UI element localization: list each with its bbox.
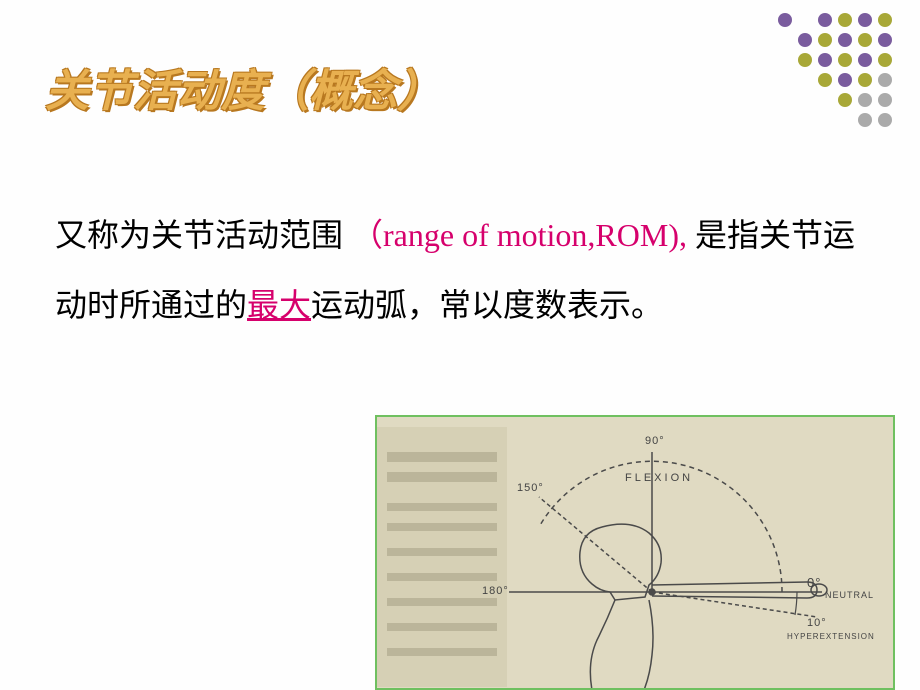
decor-dot — [778, 53, 792, 67]
label-0: 0° — [807, 575, 821, 590]
decor-dot-grid — [775, 10, 895, 130]
decor-dot — [838, 73, 852, 87]
decor-dot — [798, 13, 812, 27]
label-150: 150° — [517, 482, 544, 494]
decor-dot — [798, 73, 812, 87]
decor-dot — [858, 13, 872, 27]
decor-dot — [878, 13, 892, 27]
body-segment-rom: （range of motion,ROM), — [351, 217, 687, 253]
decor-dot — [858, 33, 872, 47]
figure-person — [580, 524, 827, 690]
decor-dot — [818, 93, 832, 107]
decor-dot — [858, 73, 872, 87]
decor-dot — [878, 93, 892, 107]
rom-diagram-svg — [377, 417, 895, 690]
decor-dot — [878, 53, 892, 67]
label-neutral: NEUTRAL — [825, 590, 874, 600]
label-hyperext: HYPEREXTENSION — [787, 632, 875, 641]
decor-dot — [818, 73, 832, 87]
label-180: 180° — [482, 585, 509, 597]
decor-dot — [838, 93, 852, 107]
decor-dot — [818, 13, 832, 27]
decor-dot — [798, 53, 812, 67]
body-segment-5: 运动弧，常以度数表示。 — [311, 287, 663, 323]
decor-dot — [778, 93, 792, 107]
decor-dot — [858, 113, 872, 127]
body-segment-1: 又称为关节活动范围 — [55, 217, 343, 253]
decor-dot — [798, 113, 812, 127]
decor-dot — [798, 33, 812, 47]
decor-dot — [878, 73, 892, 87]
decor-dot — [878, 113, 892, 127]
label-flexion: FLEXION — [625, 472, 693, 484]
decor-dot — [838, 13, 852, 27]
ray-150 — [539, 497, 652, 592]
decor-dot — [778, 113, 792, 127]
decor-dot — [798, 93, 812, 107]
decor-dot — [838, 53, 852, 67]
decor-dot — [778, 73, 792, 87]
decor-dot — [818, 53, 832, 67]
slide-body: 又称为关节活动范围 （range of motion,ROM), 是指关节运动时… — [55, 200, 865, 341]
rom-diagram: 90° 150° 180° 0° 10° FLEXION NEUTRAL HYP… — [375, 415, 895, 690]
label-90: 90° — [645, 435, 665, 447]
decor-dot — [778, 33, 792, 47]
label-10: 10° — [807, 617, 827, 629]
decor-dot — [818, 113, 832, 127]
decor-dot — [838, 33, 852, 47]
decor-dot — [878, 33, 892, 47]
decor-dot — [858, 93, 872, 107]
decor-dot — [778, 13, 792, 27]
decor-dot — [818, 33, 832, 47]
body-segment-max: 最大 — [247, 287, 311, 323]
slide-title: 关节活动度（概念） — [45, 55, 441, 119]
arc-hyperext — [795, 592, 797, 615]
decor-dot — [838, 113, 852, 127]
decor-dot — [858, 53, 872, 67]
